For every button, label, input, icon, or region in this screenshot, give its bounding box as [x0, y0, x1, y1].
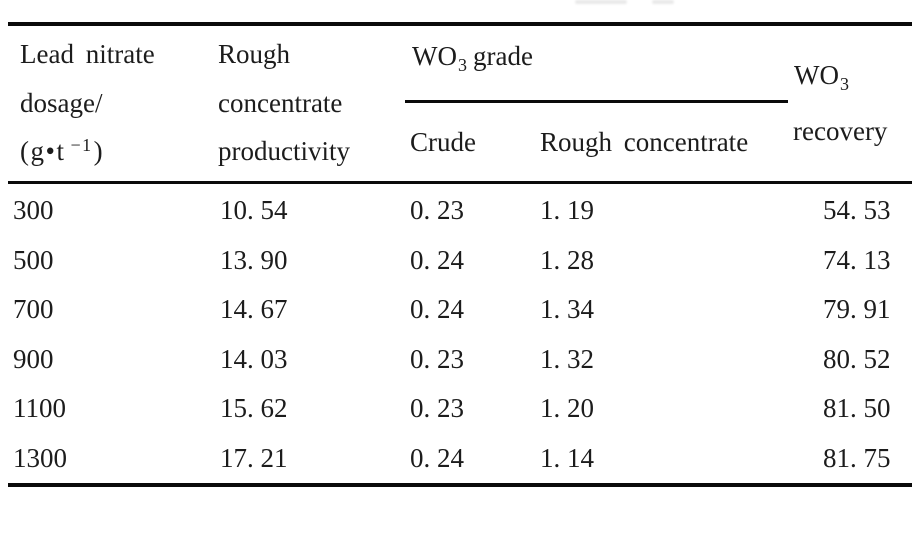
cropped-caption-artifact [652, 0, 674, 4]
table-mid-rule [8, 181, 912, 184]
cell-crude-grade: 0. 24 [410, 442, 464, 473]
cell-recovery: 80. 52 [823, 343, 891, 374]
header-rough-concentrate: Rough concentrate [540, 127, 749, 157]
wo3-text: WO [794, 60, 839, 90]
cell-recovery: 81. 75 [823, 442, 891, 473]
header-line: Lead nitrate [20, 39, 155, 69]
cell-recovery: 79. 91 [823, 294, 891, 325]
cell-productivity: 14. 67 [220, 294, 288, 325]
table-bottom-rule [8, 483, 912, 487]
header-unit-line: (g•t −1) [20, 127, 155, 176]
cell-dosage: 300 [13, 195, 54, 226]
table-row: 500 13. 90 0. 24 1. 28 74. 13 [8, 236, 912, 286]
cell-productivity: 13. 90 [220, 244, 288, 275]
cell-productivity: 17. 21 [220, 442, 288, 473]
table-row: 1100 15. 62 0. 23 1. 20 81. 50 [8, 384, 912, 434]
cell-dosage: 700 [13, 294, 54, 325]
cell-crude-grade: 0. 23 [410, 393, 464, 424]
wo3-subscript: 3 [839, 74, 849, 94]
cell-crude-grade: 0. 23 [410, 195, 464, 226]
grade-text: grade [472, 41, 533, 71]
table-top-rule [8, 22, 912, 26]
header-wo3-recovery-line2: recovery [793, 116, 888, 146]
cell-dosage: 1300 [13, 442, 67, 473]
cell-rough-grade: 1. 20 [540, 393, 594, 424]
cell-productivity: 15. 62 [220, 393, 288, 424]
table-row: 300 10. 54 0. 23 1. 19 54. 53 [8, 186, 912, 236]
cell-recovery: 54. 53 [823, 195, 891, 226]
cell-crude-grade: 0. 24 [410, 244, 464, 275]
cell-dosage: 900 [13, 343, 54, 374]
header-line: concentrate [218, 87, 343, 118]
cell-rough-grade: 1. 34 [540, 294, 594, 325]
cell-recovery: 74. 13 [823, 244, 891, 275]
table-row: 1300 17. 21 0. 24 1. 14 81. 75 [8, 434, 912, 484]
wo3-subscript: 3 [457, 55, 467, 75]
unit-close: ) [93, 136, 105, 166]
header-line: productivity [218, 136, 350, 166]
table-body: 300 10. 54 0. 23 1. 19 54. 53 500 13. 90… [8, 186, 912, 483]
cell-recovery: 81. 50 [823, 393, 891, 424]
unit-prefix: (g•t [20, 136, 66, 166]
grade-group-rule [405, 100, 788, 103]
cell-rough-grade: 1. 14 [540, 442, 594, 473]
header-line: Rough [218, 39, 291, 69]
cell-dosage: 500 [13, 244, 54, 275]
cell-crude-grade: 0. 24 [410, 294, 464, 325]
cell-crude-grade: 0. 23 [410, 343, 464, 374]
header-rough-concentrate-productivity: Rough concentrate productivity [218, 30, 350, 176]
cropped-caption-artifact [575, 0, 627, 4]
cell-rough-grade: 1. 28 [540, 244, 594, 275]
cell-productivity: 14. 03 [220, 343, 288, 374]
table-row: 900 14. 03 0. 23 1. 32 80. 52 [8, 335, 912, 385]
cell-rough-grade: 1. 32 [540, 343, 594, 374]
header-wo3-recovery-line1: WO3 [794, 60, 849, 93]
table-row: 700 14. 67 0. 24 1. 34 79. 91 [8, 285, 912, 335]
cell-dosage: 1100 [13, 393, 66, 424]
cell-rough-grade: 1. 19 [540, 195, 594, 226]
wo3-text: WO [412, 41, 457, 71]
header-lead-nitrate-dosage: Lead nitrate dosage/ (g•t −1) [20, 30, 155, 176]
unit-superscript: −1 [70, 135, 93, 155]
header-wo3-grade: WO3 grade [412, 41, 533, 74]
cell-productivity: 10. 54 [220, 195, 288, 226]
header-crude: Crude [410, 127, 476, 157]
header-line: dosage/ [20, 87, 103, 118]
